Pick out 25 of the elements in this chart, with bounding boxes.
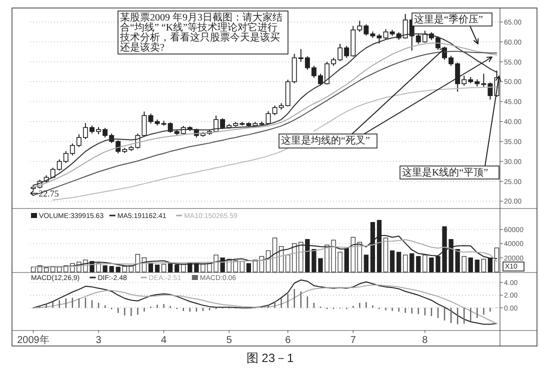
bar	[161, 264, 166, 272]
bar	[154, 264, 160, 272]
bar	[468, 258, 473, 272]
x-tick-label: 4	[161, 335, 168, 346]
bar	[246, 263, 252, 272]
bar	[474, 260, 480, 272]
x-tick-label: 5	[226, 335, 232, 346]
bar	[286, 254, 290, 272]
bar	[396, 252, 402, 272]
x-tick-label: 3	[96, 335, 102, 346]
x-tick-label: 7	[350, 335, 356, 346]
x-tick-label: 2009年	[17, 334, 50, 346]
x-tick-label: 6	[285, 335, 292, 346]
bar	[30, 266, 36, 272]
annotation: 这里是K线的“平顶”	[402, 166, 488, 178]
bar	[364, 254, 369, 272]
annotation: 这里是均线的“死叉”	[281, 134, 370, 146]
x-tick-label: 8	[422, 335, 428, 346]
annotation: 某股票2009 年9月3日截图：请大家结合“均线” “K线”等技术理论对它进行技术分析，看看这只股票今天是该买还是该卖?	[119, 12, 282, 54]
annotation: 22.75	[38, 188, 60, 198]
caption: 图 23－1	[246, 351, 294, 365]
annotation: 这里是“季价压”	[414, 14, 483, 26]
bar	[44, 267, 49, 272]
bar	[403, 254, 408, 272]
bar	[390, 250, 395, 272]
